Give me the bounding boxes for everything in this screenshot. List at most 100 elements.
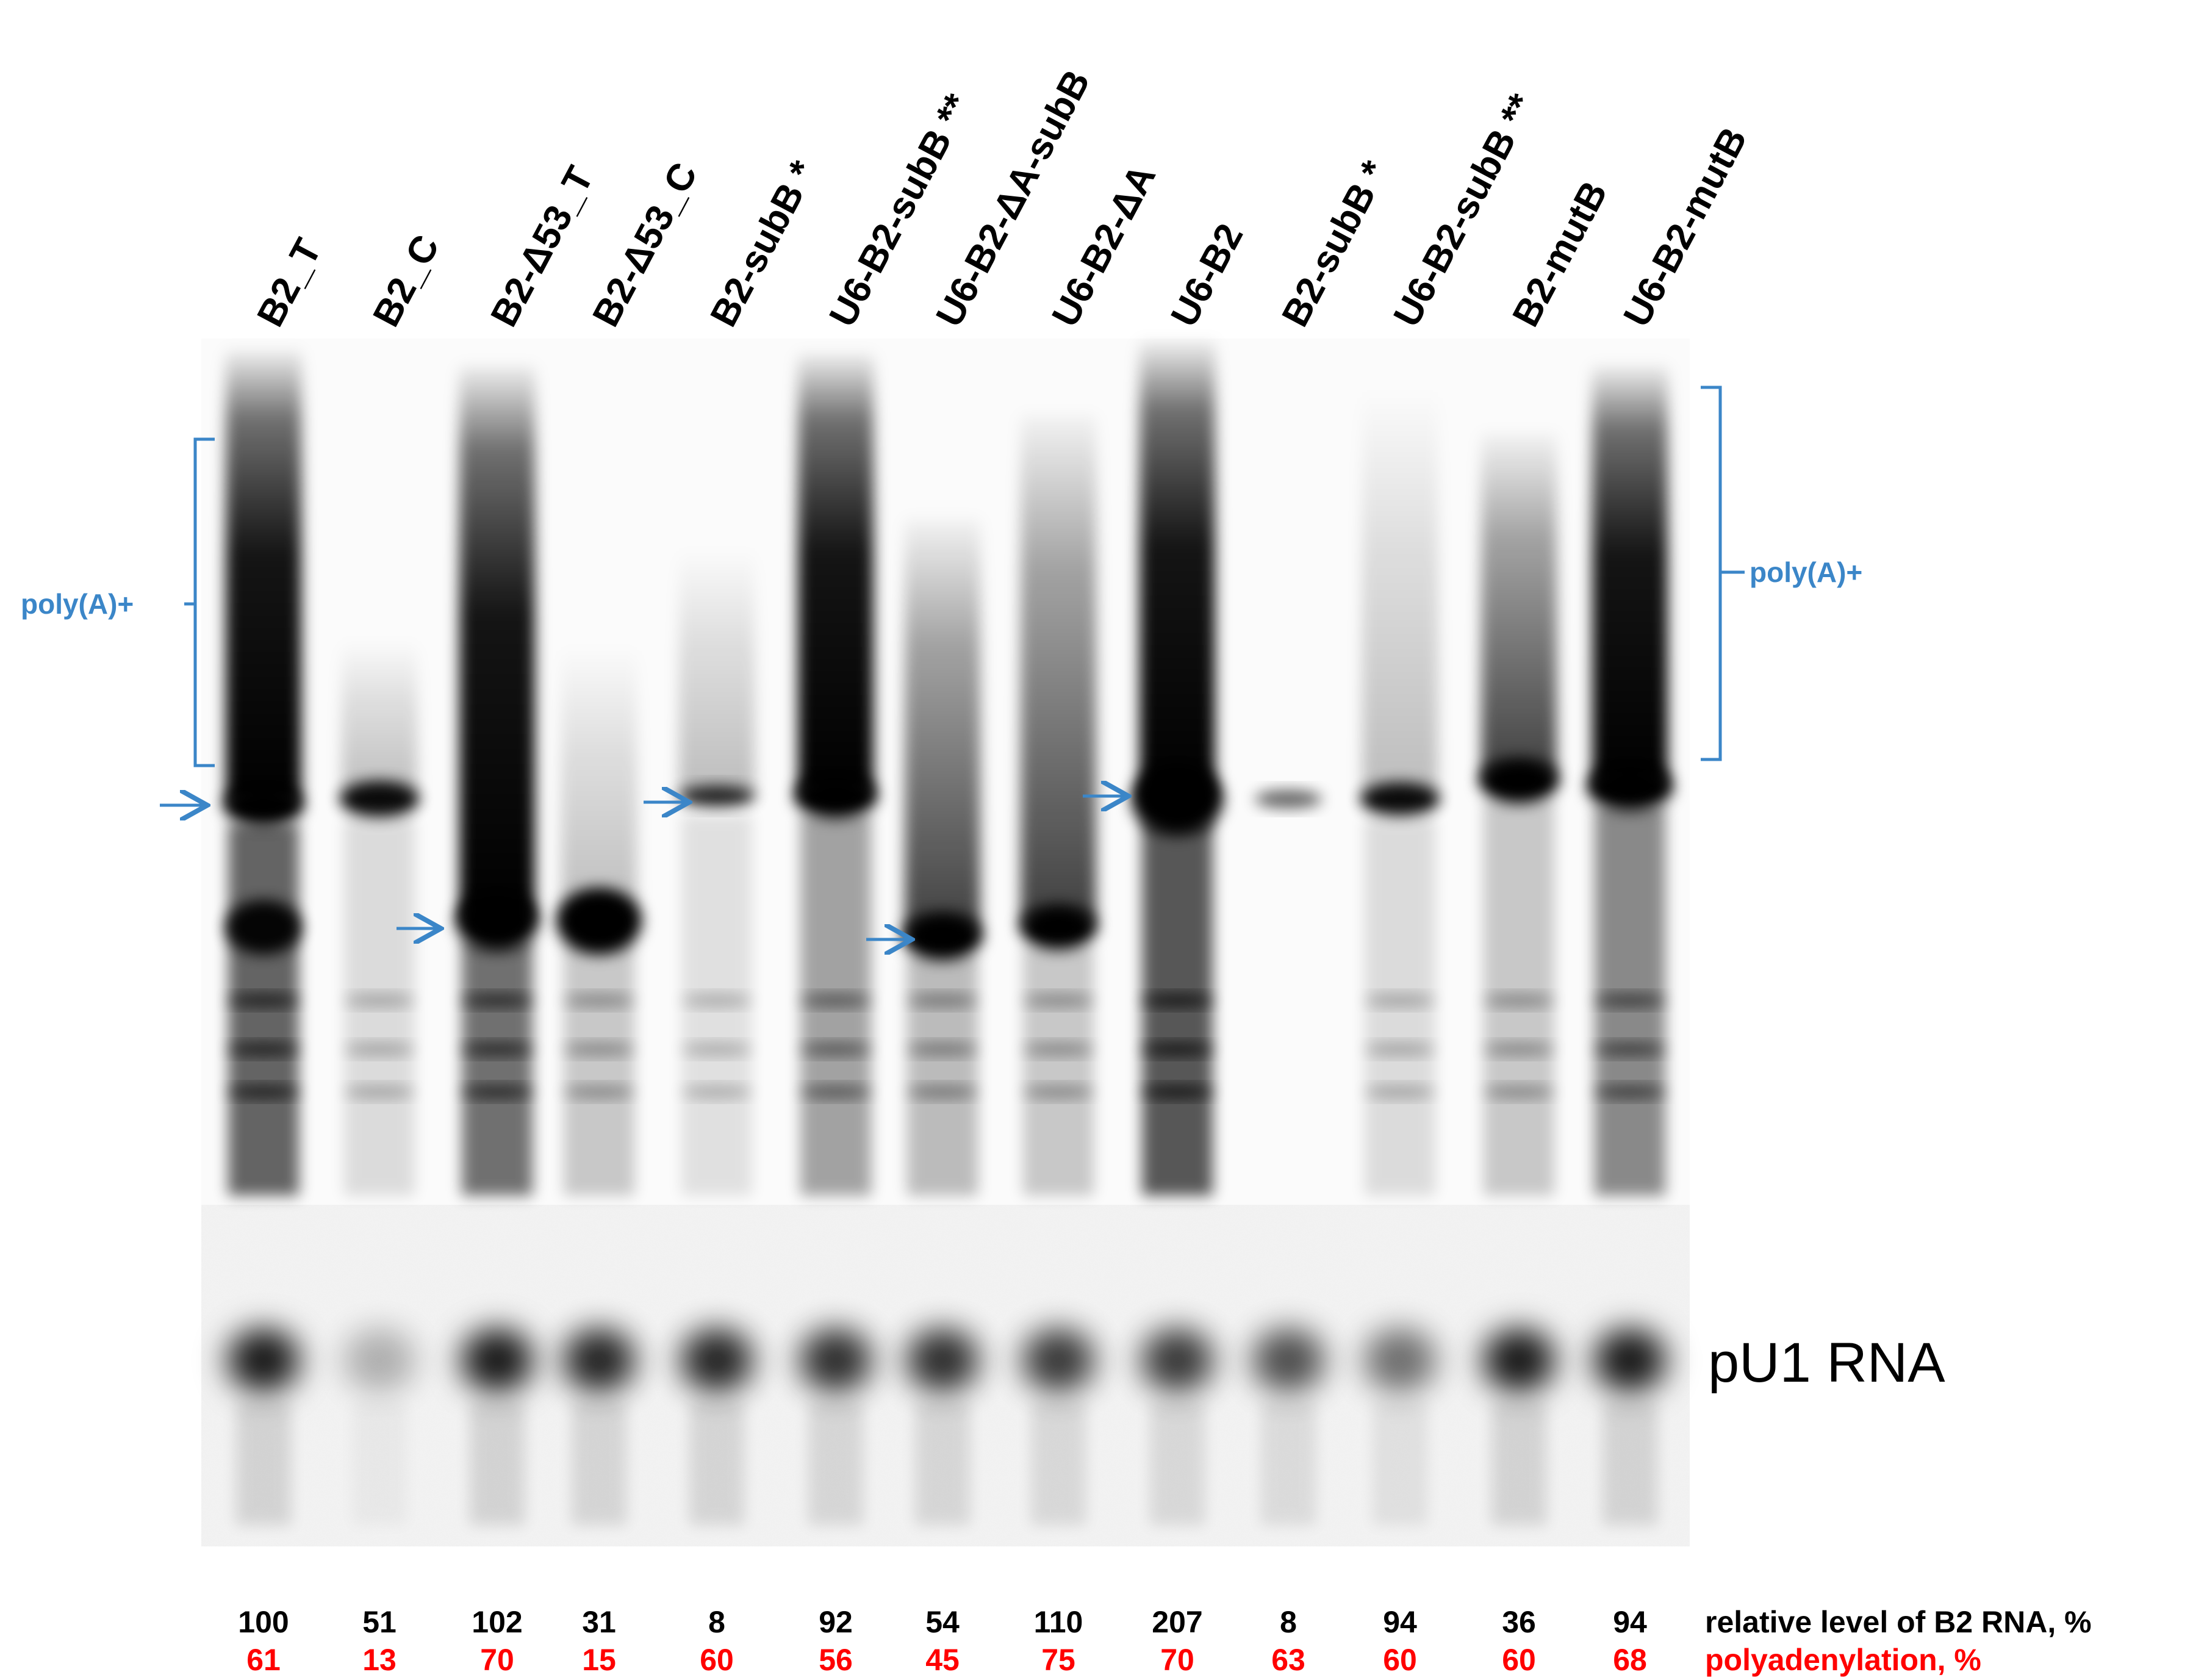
- main-band: [340, 781, 419, 817]
- minor-band: [907, 1043, 978, 1055]
- main-band: [1360, 782, 1440, 816]
- relative-level-value: 8: [708, 1605, 725, 1639]
- minor-band: [1595, 1043, 1665, 1055]
- minor-band: [907, 994, 978, 1007]
- polyadenylation-value: 15: [582, 1643, 616, 1677]
- minor-band: [462, 1086, 533, 1098]
- main-band: [1132, 763, 1223, 836]
- polyadenylation-value: 63: [1271, 1643, 1305, 1677]
- relative-level-value: 100: [238, 1605, 289, 1639]
- pu1-bands: [216, 1318, 1678, 1525]
- pu1-band: [1241, 1318, 1336, 1403]
- lane-label: U6-B2-ΔA: [1044, 158, 1164, 334]
- lane-label: U6-B2-mutB: [1615, 121, 1755, 334]
- minor-band: [681, 1086, 752, 1098]
- polya-smear: [679, 549, 755, 796]
- minor-band: [1484, 1086, 1554, 1098]
- lane-labels: B2_T B2_C B2-Δ53_TB2-Δ53_CB2-subB *U6-B2-s…: [249, 63, 1755, 334]
- main-band: [1020, 904, 1097, 950]
- lane-tail: [462, 939, 533, 1196]
- minor-band: [1142, 1043, 1213, 1055]
- pu1-rna-label: pU1 RNA: [1708, 1332, 1945, 1394]
- gel-lane: [678, 549, 755, 1196]
- polya-smear: [342, 641, 417, 799]
- minor-band: [1484, 994, 1554, 1007]
- relative-level-value: 94: [1613, 1605, 1647, 1639]
- main-band: [1255, 790, 1322, 808]
- pu1-band: [669, 1318, 764, 1403]
- minor-band: [564, 1086, 634, 1098]
- polya-smear: [1021, 415, 1096, 927]
- minor-band: [1023, 1086, 1094, 1098]
- pu1-band: [551, 1318, 647, 1403]
- main-band: [903, 912, 982, 961]
- relative-level-value: 102: [472, 1605, 522, 1639]
- minor-band: [462, 1043, 533, 1055]
- lane-label: B2-Δ53_C: [584, 156, 705, 334]
- pu1-band: [1352, 1318, 1448, 1403]
- relative-level-value: 51: [362, 1605, 397, 1639]
- polyadenylation-value: 68: [1613, 1643, 1647, 1677]
- relative-level-value: 36: [1502, 1605, 1536, 1639]
- lane-label: B2_T: [249, 232, 329, 333]
- relative-level-value: 92: [819, 1605, 853, 1639]
- pu1-band: [788, 1318, 883, 1403]
- polyadenylation-value: 60: [1383, 1643, 1417, 1677]
- pu1-tail: [689, 1403, 744, 1525]
- pu1-band: [1011, 1318, 1106, 1403]
- minor-band: [1023, 1043, 1094, 1055]
- polyadenylation-value: 13: [362, 1643, 397, 1677]
- main-band: [456, 891, 539, 952]
- pu1-band: [895, 1318, 990, 1403]
- pu1-tail: [236, 1403, 291, 1525]
- minor-band: [564, 994, 634, 1007]
- relative-level-value: 94: [1383, 1605, 1417, 1639]
- lane-tail: [564, 939, 634, 1196]
- gel-lane: [224, 351, 303, 1196]
- relative-level-row-label: relative level of B2 RNA, %: [1705, 1605, 2092, 1639]
- polyadenylation-value: 56: [819, 1643, 853, 1677]
- pu1-tail: [1031, 1403, 1086, 1525]
- minor-band: [1595, 994, 1665, 1007]
- gel-lane: [1360, 390, 1440, 1196]
- minor-band: [1023, 994, 1094, 1007]
- pu1-tail: [1261, 1403, 1316, 1525]
- gel-lane: [1587, 366, 1673, 1196]
- relative-level-value: 54: [925, 1605, 960, 1639]
- secondary-band: [226, 900, 301, 955]
- main-band: [1479, 758, 1559, 804]
- main-band: [794, 773, 877, 819]
- relative-level-value: 207: [1152, 1605, 1202, 1639]
- minor-band: [681, 1043, 752, 1055]
- gel-lane: [556, 647, 642, 1196]
- gel-lanes: [224, 342, 1673, 1196]
- polya-smear: [1362, 390, 1438, 799]
- polya-smear: [1592, 366, 1668, 787]
- pu1-tail: [808, 1403, 863, 1525]
- minor-band: [1595, 1086, 1665, 1098]
- pu1-tail: [352, 1403, 407, 1525]
- polyadenylation-value: 45: [925, 1643, 960, 1677]
- minor-band: [1142, 994, 1213, 1007]
- lane-label: U6-B2: [1163, 217, 1251, 334]
- pu1-tail: [1150, 1403, 1205, 1525]
- pu1-tail: [1603, 1403, 1657, 1525]
- polya-label-left: poly(A)+: [21, 588, 134, 620]
- minor-band: [800, 1043, 871, 1055]
- pu1-band: [332, 1318, 427, 1403]
- pu1-band: [1582, 1318, 1678, 1403]
- polya-smear: [1140, 342, 1215, 799]
- lane-tail: [907, 955, 978, 1196]
- polya-smear: [798, 354, 874, 796]
- gel-lane: [1479, 433, 1559, 1196]
- minor-band: [344, 994, 415, 1007]
- minor-band: [344, 1043, 415, 1055]
- gel-lane: [340, 641, 419, 1196]
- polyadenylation-value: 70: [480, 1643, 514, 1677]
- minor-band: [564, 1043, 634, 1055]
- lane-label: B2-mutB: [1504, 174, 1615, 333]
- lane-label: B2-subB *: [1274, 154, 1396, 334]
- main-band: [678, 785, 755, 807]
- gel-lane: [456, 366, 539, 1196]
